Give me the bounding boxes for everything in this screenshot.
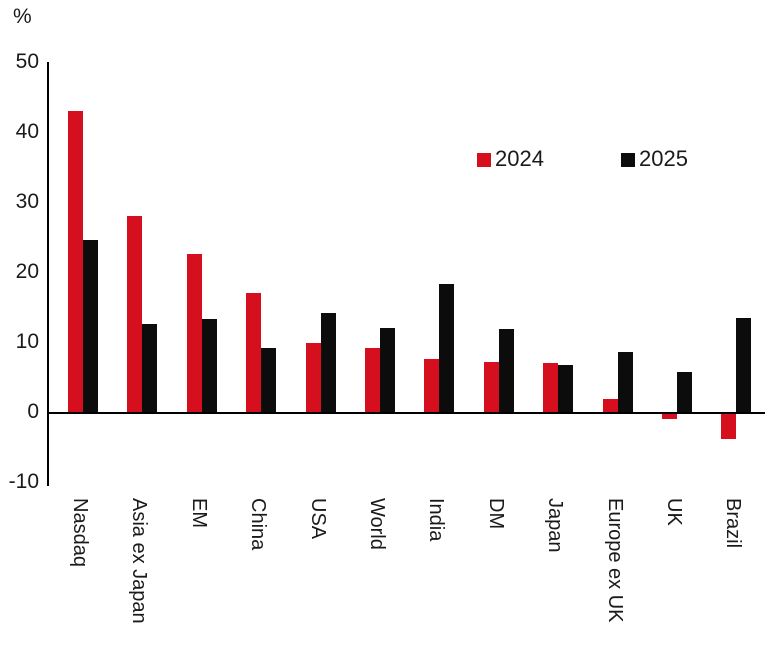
x-label-china: China [247,498,269,551]
bar-2025-india [439,284,454,412]
y-tick-50: 50 [15,50,39,73]
bar-2024-europe-ex-uk [603,399,618,412]
x-label-europe-ex-uk: Europe ex UK [604,498,626,623]
bar-2025-europe-ex-uk [618,352,633,412]
y-tick-40: 40 [15,120,39,143]
bar-2025-world [380,328,395,412]
bar-2024-japan [543,363,558,412]
bar-2024-dm [484,362,499,412]
legend-swatch-2024 [477,153,491,167]
bar-2024-uk [662,414,677,419]
bar-2024-brazil [721,414,736,439]
legend-swatch-2025 [621,153,635,167]
y-tick-30: 30 [15,190,39,213]
y-axis-line [47,62,49,486]
x-label-uk: UK [663,498,685,526]
y-tick-10: 10 [15,330,39,353]
y-tick--10: -10 [8,470,39,493]
x-axis-zero-line [47,412,765,414]
x-label-usa: USA [307,498,329,540]
y-tick-20: 20 [15,260,39,283]
x-label-japan: Japan [544,498,566,553]
bar-2025-usa [321,313,336,412]
legend-item-2025: 2025 [621,148,688,170]
bar-2025-em [202,319,217,412]
bar-2024-asia-ex-japan [127,216,142,412]
bar-2025-uk [677,372,692,412]
bar-2025-nasdaq [83,240,98,412]
bar-2024-india [424,359,439,412]
legend-item-2024: 2024 [477,148,544,170]
bar-2024-em [187,254,202,412]
legend-label-2024: 2024 [495,146,544,171]
bar-2024-usa [306,343,321,412]
x-label-dm: DM [485,498,507,530]
bar-2025-china [261,348,276,412]
x-label-world: World [366,498,388,550]
bar-2024-china [246,293,261,412]
x-label-india: India [425,498,447,542]
bar-2024-world [365,348,380,412]
x-label-asia-ex-japan: Asia ex Japan [128,498,150,624]
bar-2024-nasdaq [68,111,83,412]
x-label-nasdaq: Nasdaq [69,498,91,567]
bar-2025-brazil [736,318,751,412]
x-label-em: EM [188,498,210,528]
bar-2025-japan [558,365,573,412]
bar-2025-asia-ex-japan [142,324,157,412]
y-tick-0: 0 [27,400,39,423]
y-axis-unit-label: % [13,5,32,28]
legend-label-2025: 2025 [639,146,688,171]
x-label-brazil: Brazil [722,498,744,549]
bar-2025-dm [499,329,514,412]
